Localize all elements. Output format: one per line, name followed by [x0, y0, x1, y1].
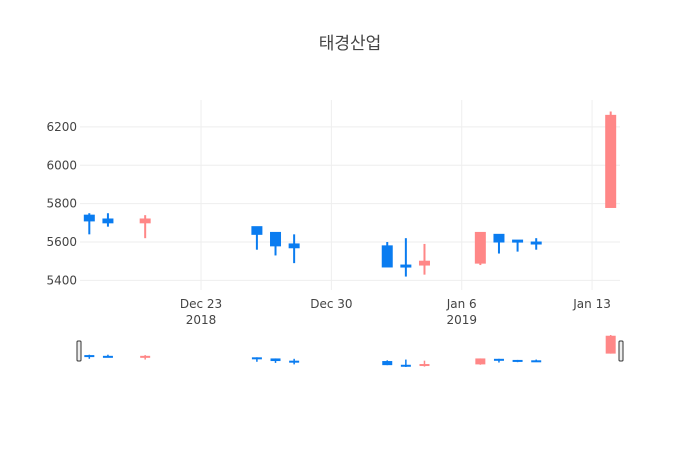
candle — [139, 215, 151, 239]
grid-layer — [80, 100, 620, 290]
candle-body — [474, 231, 486, 264]
x-tick-label: Dec 30 — [310, 297, 352, 311]
candle — [493, 233, 505, 254]
candle — [474, 231, 486, 266]
x-tick-year-label: 2018 — [186, 313, 217, 327]
candle — [530, 238, 542, 250]
candle — [83, 213, 95, 235]
y-tick-label: 5600 — [46, 235, 77, 249]
slider-candle-body — [605, 335, 616, 354]
y-tick-label: 6000 — [46, 158, 77, 172]
candle — [418, 243, 430, 275]
slider-left-handle[interactable] — [76, 340, 82, 362]
slider-candle-body — [493, 358, 504, 361]
candle-body — [288, 243, 300, 249]
slider-candle-body — [400, 364, 411, 367]
slider-candle-body — [251, 357, 262, 360]
slider-candle-body — [140, 355, 151, 358]
candle — [288, 234, 300, 264]
candle-body — [605, 114, 617, 208]
candle-body — [493, 233, 505, 243]
candle-body — [530, 241, 542, 245]
slider-candle-body — [382, 361, 393, 366]
candle-body — [418, 260, 430, 266]
x-tick-year-label: 2019 — [446, 313, 477, 327]
candle-body — [139, 218, 151, 224]
candle-body — [102, 218, 114, 224]
x-tick-label: Jan 13 — [572, 297, 611, 311]
candle-body — [270, 231, 282, 247]
x-tick-label: Jan 6 — [446, 297, 477, 311]
y-tick-label: 6200 — [46, 120, 77, 134]
candle-body — [400, 264, 412, 268]
y-tick-label: 5800 — [46, 197, 77, 211]
slider-candle-body — [419, 364, 430, 367]
x-tick-label: Dec 23 — [180, 297, 222, 311]
candle — [102, 213, 114, 227]
candle-body — [512, 239, 524, 243]
candle-body — [251, 226, 263, 235]
range-slider[interactable] — [76, 335, 624, 367]
slider-candle-body — [531, 360, 542, 363]
candle — [512, 239, 524, 252]
slider-candle-body — [102, 355, 113, 358]
slider-candle-body — [475, 358, 486, 365]
y-tick-label: 5400 — [46, 273, 77, 287]
slider-candle-body — [84, 355, 95, 358]
candle — [251, 226, 263, 250]
candle — [605, 111, 617, 208]
candle-body — [381, 245, 393, 268]
candle — [270, 231, 282, 256]
slider-candle-body — [289, 360, 300, 363]
y-axis: 5400 5600 5800 6000 6200 — [46, 120, 77, 288]
slider-candle-body — [512, 359, 523, 362]
candle — [381, 242, 393, 268]
slider-candle-body — [270, 358, 281, 362]
candles-layer[interactable] — [83, 111, 617, 277]
x-axis: Dec 23 2018 Dec 30 Jan 6 2019 Jan 13 — [180, 297, 611, 327]
chart-title: 태경산업 — [319, 34, 382, 54]
slider-right-handle[interactable] — [618, 340, 624, 362]
candle-body — [83, 214, 95, 222]
candle — [400, 238, 412, 277]
